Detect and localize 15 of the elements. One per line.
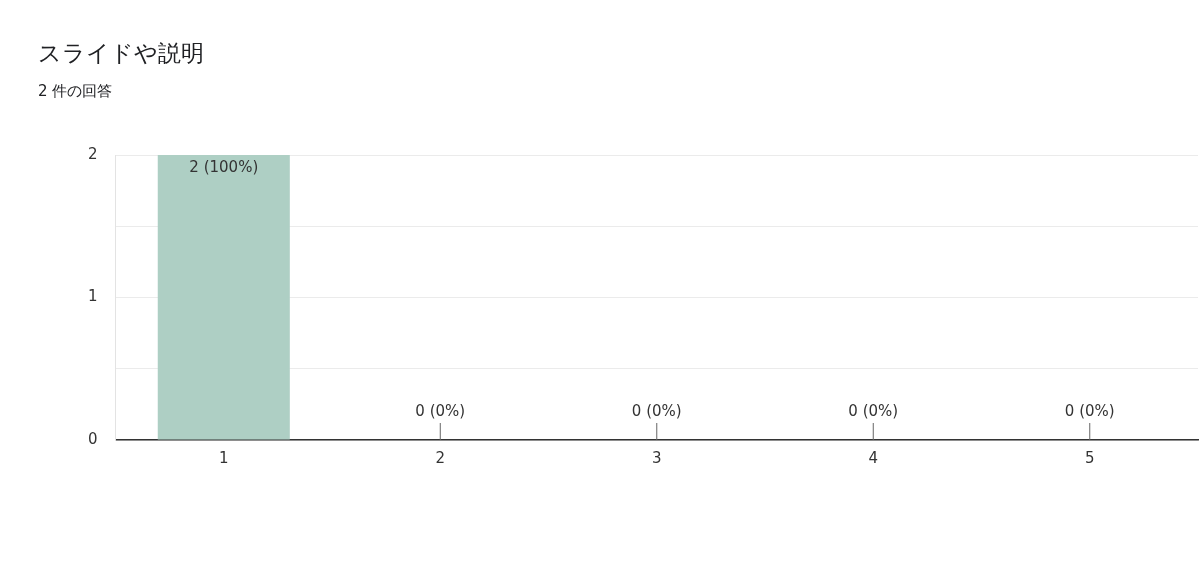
- data-label: 0 (0%): [848, 402, 899, 421]
- data-label: 0 (0%): [631, 402, 682, 421]
- chart-title: スライドや説明: [38, 39, 204, 68]
- x-tick-label: 2: [435, 448, 446, 467]
- data-label: 0 (0%): [415, 402, 466, 421]
- x-tick-label: 3: [652, 448, 662, 467]
- x-tick-label: 4: [868, 448, 879, 467]
- data-label: 2 (100%): [189, 158, 259, 177]
- x-tick-label: 1: [219, 448, 229, 467]
- y-tick-label: 1: [88, 287, 98, 306]
- y-tick-label: 0: [88, 429, 98, 448]
- x-tick-label: 5: [1084, 448, 1095, 467]
- chart-subtitle: 2 件の回答: [38, 82, 113, 101]
- y-tick-label: 2: [88, 144, 98, 163]
- data-label: 0 (0%): [1064, 402, 1115, 421]
